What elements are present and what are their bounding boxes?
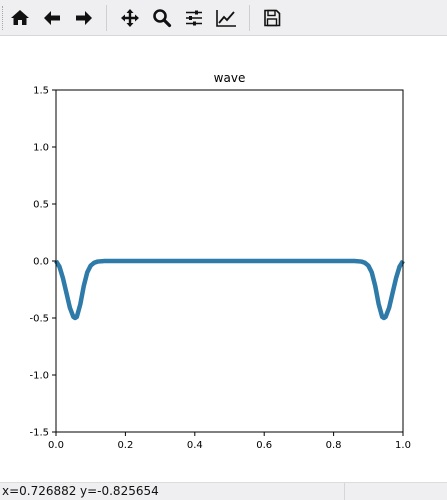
toolbar-separator xyxy=(249,5,250,31)
series-line-0 xyxy=(54,258,405,321)
y-tick-label-5: -1.0 xyxy=(29,371,49,382)
y-tick-label-6: -1.5 xyxy=(29,428,49,439)
x-tick-label-4: 0.8 xyxy=(326,440,342,451)
move-icon xyxy=(121,9,139,27)
status-bar: x=0.726882 y=-0.825654 xyxy=(0,482,447,500)
toolbar-separator xyxy=(106,5,107,31)
x-tick-label-2: 0.4 xyxy=(187,440,203,451)
plot-svg[interactable]: wave 0.0 0.2 0.4 0.6 0.8 1.0 1.5 1.0 0.5 0.0 -0.5 -… xyxy=(0,36,447,482)
x-tick-label-5: 1.0 xyxy=(395,440,411,451)
y-tick-label-0: 1.5 xyxy=(33,86,49,97)
figure-canvas[interactable]: wave 0.0 0.2 0.4 0.6 0.8 1.0 1.5 1.0 0.5 0.0 -0.5 -… xyxy=(0,36,447,482)
home-icon xyxy=(11,10,29,25)
save-button[interactable] xyxy=(260,6,284,30)
floppy-disk-icon xyxy=(264,9,281,27)
axes-edit-button[interactable] xyxy=(214,6,238,30)
x-tick-label-0: 0.0 xyxy=(48,440,64,451)
navigation-toolbar xyxy=(0,0,447,36)
line-chart-icon xyxy=(216,10,236,27)
y-tick-label-2: 0.5 xyxy=(33,200,49,211)
forward-button[interactable] xyxy=(72,6,96,30)
magnifier-icon xyxy=(153,9,172,28)
arrow-right-icon xyxy=(76,11,92,25)
cursor-y-readout: y=-0.825654 xyxy=(80,484,159,498)
y-tick-label-3: 0.0 xyxy=(33,257,49,268)
chart-title: wave xyxy=(214,71,246,85)
subplots-button[interactable] xyxy=(182,6,206,30)
x-tick-label-3: 0.6 xyxy=(256,440,272,451)
y-tick-label-4: -0.5 xyxy=(29,314,49,325)
pan-button[interactable] xyxy=(118,6,142,30)
arrow-left-icon xyxy=(44,11,60,25)
toolbar-grip[interactable] xyxy=(2,6,5,30)
home-button[interactable] xyxy=(8,6,32,30)
zoom-button[interactable] xyxy=(150,6,174,30)
x-tick-label-1: 0.2 xyxy=(117,440,133,451)
axes[interactable]: 0.0 0.2 0.4 0.6 0.8 1.0 1.5 1.0 0.5 0.0 -0.5 -1.0 -1… xyxy=(29,86,410,452)
y-tick-label-1: 1.0 xyxy=(33,143,49,154)
back-button[interactable] xyxy=(40,6,64,30)
cursor-x-readout: x=0.726882 xyxy=(2,484,77,498)
status-bar-section xyxy=(344,483,447,500)
sliders-icon xyxy=(186,10,202,26)
